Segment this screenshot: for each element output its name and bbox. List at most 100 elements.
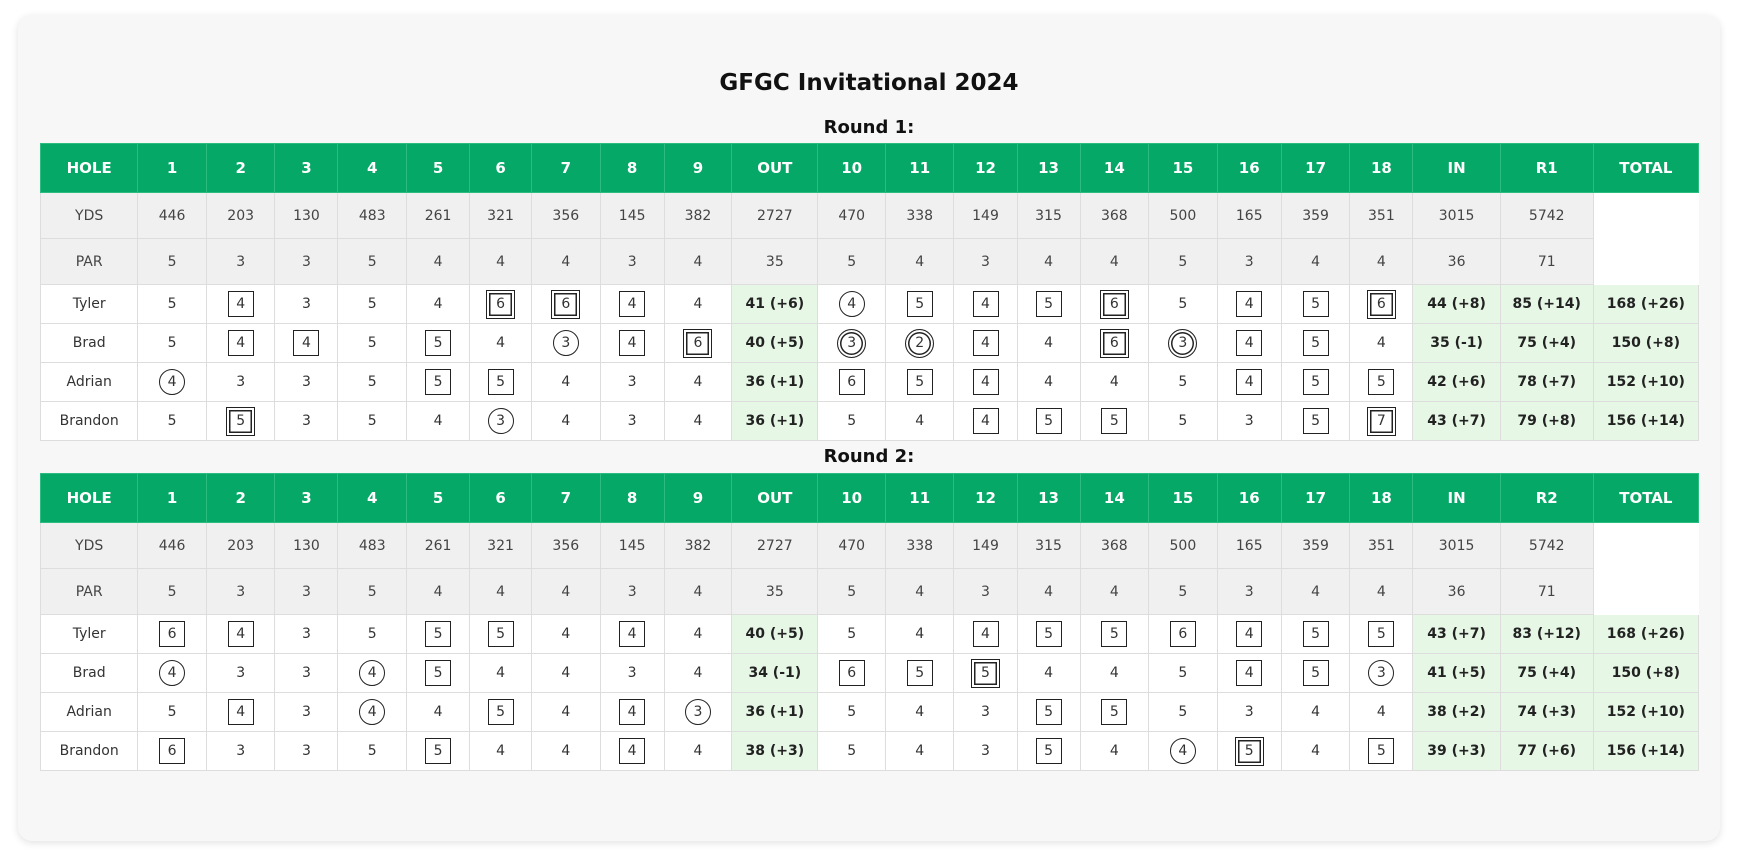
hole-par: 4: [1016, 568, 1081, 615]
hole-score: 4: [561, 374, 571, 390]
hole-score: 5: [906, 369, 933, 395]
hole-par: 3: [599, 238, 665, 285]
hole-par: 4: [1016, 238, 1081, 285]
hole-score: 5: [847, 743, 857, 759]
column-header: HOLE: [39, 473, 139, 523]
hole-score: 4: [915, 413, 925, 429]
hole-score: 4: [359, 660, 386, 686]
round-total: 75 (+4): [1499, 323, 1594, 363]
hole-score-cell: 3: [274, 614, 339, 654]
hole-score: 3: [627, 374, 637, 390]
hole-score: 4: [496, 665, 505, 681]
out-total: 40 (+5): [731, 323, 819, 363]
hole-score-cell: 4: [817, 284, 886, 324]
hole-yds: 470: [817, 192, 886, 239]
hole-score: 3: [684, 699, 711, 725]
hole-score: 4: [496, 335, 505, 351]
hole-par: 5: [817, 568, 886, 615]
hole-score: 4: [561, 743, 571, 759]
hole-score: 5: [1035, 738, 1062, 764]
par-in: 36: [1412, 568, 1501, 615]
hole-score-cell: 5: [1216, 731, 1282, 771]
hole-score: 4: [693, 626, 703, 642]
hole-score: 5: [425, 621, 452, 647]
hole-score: 4: [972, 369, 999, 395]
hole-score: 5: [1302, 369, 1329, 395]
hole-par: 5: [337, 238, 408, 285]
empty-cell: [1592, 238, 1700, 285]
hole-score-cell: 3: [205, 653, 276, 693]
out-total: 36 (+1): [731, 692, 819, 732]
hole-score: 3: [302, 665, 311, 681]
hole-par: 3: [953, 568, 1018, 615]
hole-yds: 321: [469, 192, 533, 239]
column-header: 12: [953, 473, 1018, 523]
hole-score-cell: 4: [953, 362, 1018, 402]
hole-score: 4: [838, 291, 865, 317]
column-header: 17: [1280, 143, 1351, 193]
hole-score: 4: [227, 291, 254, 317]
hole-score: 4: [1236, 330, 1263, 356]
hole-score: 6: [838, 660, 865, 686]
hole-score-cell: 3: [274, 401, 339, 441]
hole-score-cell: 4: [406, 284, 471, 324]
hole-score: 6: [159, 621, 186, 647]
hole-yds: 500: [1148, 522, 1218, 569]
player-name: Brad: [39, 653, 139, 693]
hole-score: 4: [561, 704, 571, 720]
column-header: 16: [1216, 473, 1282, 523]
hole-score-cell: 5: [137, 284, 207, 324]
hole-yds: 261: [406, 192, 471, 239]
header-row: HOLE 1 2 3 4 5 6 7 8 9 OUT 10 11 12 13 14 15 16 17 18 IN R1 TO…: [39, 143, 1700, 193]
hole-score-cell: 4: [1349, 692, 1414, 732]
column-header: 13: [1016, 143, 1081, 193]
hole-score: 4: [1236, 660, 1263, 686]
column-header: 4: [337, 473, 408, 523]
par-round: 71: [1499, 238, 1594, 285]
hole-yds: 165: [1216, 522, 1282, 569]
hole-score-cell: 4: [1216, 284, 1282, 324]
hole-score: 5: [167, 704, 177, 720]
in-total: 35 (-1): [1412, 323, 1501, 363]
yds-round: 5742: [1499, 192, 1594, 239]
player-name: Tyler: [39, 284, 139, 324]
hole-score-cell: 5: [1349, 614, 1414, 654]
hole-score: 5: [1302, 621, 1329, 647]
hole-score-cell: 5: [1280, 323, 1351, 363]
hole-score: 4: [1311, 743, 1321, 759]
hole-score: 5: [847, 704, 857, 720]
hole-yds: 338: [884, 522, 955, 569]
hole-yds: 203: [205, 192, 276, 239]
page-title: GFGC Invitational 2024: [719, 70, 1019, 96]
round-total: 77 (+6): [1499, 731, 1594, 771]
hole-score: 4: [619, 330, 646, 356]
column-header: 8: [599, 143, 665, 193]
hole-score: 4: [159, 369, 186, 395]
player-name: Brad: [39, 323, 139, 363]
hole-score-cell: 5: [337, 284, 408, 324]
hole-score: 6: [551, 289, 581, 319]
hole-score-cell: 3: [469, 401, 533, 441]
hole-score: 5: [906, 660, 933, 686]
hole-score-cell: 5: [884, 284, 955, 324]
hole-score: 4: [619, 738, 646, 764]
in-total: 38 (+2): [1412, 692, 1501, 732]
hole-score-cell: 5: [884, 362, 955, 402]
hole-score-cell: 4: [1016, 362, 1081, 402]
player-row: Tyler 5 4 3 5 4 6 6 4 4 41 (+6) 4 5 4 5 6 5 4 5 6 44 (+8) 85 …: [39, 284, 1700, 324]
hole-score: 4: [972, 621, 999, 647]
tournament-total: 168 (+26): [1592, 614, 1700, 654]
hole-score: 3: [487, 408, 514, 434]
player-name: Adrian: [39, 692, 139, 732]
hole-score-cell: 4: [1280, 731, 1351, 771]
hole-score: 4: [1376, 335, 1386, 351]
player-row: Tyler 6 4 3 5 5 5 4 4 4 40 (+5) 5 4 4 5 5 6 4 5 5 43 (+7) 83 …: [39, 614, 1700, 654]
hole-score-cell: 4: [406, 692, 471, 732]
hole-score-cell: 5: [406, 653, 471, 693]
hole-score-cell: 5: [1280, 362, 1351, 402]
hole-yds: 446: [137, 522, 207, 569]
hole-score-cell: 5: [1079, 614, 1150, 654]
hole-score-cell: 6: [531, 284, 601, 324]
hole-score: 3: [1368, 660, 1395, 686]
hole-par: 3: [599, 568, 665, 615]
